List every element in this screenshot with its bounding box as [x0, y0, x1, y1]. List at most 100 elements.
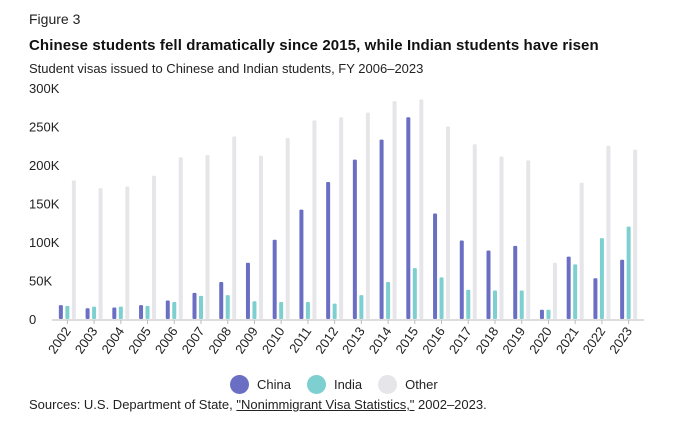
bar-other-2012	[339, 117, 344, 319]
bar-other-2023	[633, 149, 638, 319]
bar-india-2021	[573, 264, 578, 319]
y-tick-label: 0	[29, 312, 36, 327]
bar-other-2004	[125, 186, 130, 319]
bar-other-2015	[419, 99, 424, 319]
bar-other-2003	[98, 188, 103, 319]
x-tick-label: 2012	[312, 324, 341, 356]
bar-china-2012	[326, 181, 331, 319]
bar-india-2017	[466, 289, 471, 319]
bar-china-2009	[245, 262, 250, 319]
x-tick-label: 2017	[446, 324, 475, 356]
x-tick-label: 2021	[553, 324, 582, 356]
bar-other-2019	[526, 160, 531, 319]
source-suffix: 2002–2023.	[414, 397, 487, 412]
bar-india-2012	[332, 303, 337, 319]
legend-swatch-india	[306, 375, 326, 394]
bar-chart: 300K 250K 200K 150K 100K 50K 0 2002200320042005…	[29, 81, 644, 356]
bar-india-2011	[305, 302, 310, 319]
bar-india-2005	[145, 305, 150, 319]
bar-china-2019	[513, 245, 518, 319]
x-tick-label: 2023	[606, 324, 635, 356]
bar-china-2023	[620, 259, 625, 319]
bar-other-2005	[152, 175, 157, 319]
y-tick-label: 200K	[29, 158, 60, 173]
chart-title: Chinese students fell dramatically since…	[29, 37, 599, 54]
bar-other-2020	[552, 262, 557, 319]
x-tick-label: 2013	[339, 324, 368, 356]
x-tick-label: 2022	[579, 324, 608, 356]
y-tick-label: 50K	[29, 274, 52, 289]
bar-india-2018	[493, 290, 497, 319]
x-tick-label: 2005	[125, 324, 154, 356]
bar-india-2006	[172, 302, 177, 319]
bar-china-2021	[566, 256, 571, 319]
source-note: Sources: U.S. Department of State, "Noni…	[29, 397, 487, 412]
bar-china-2013	[352, 159, 357, 319]
bar-china-2022	[593, 278, 598, 319]
bar-india-2020	[546, 309, 551, 319]
legend-item-india: India	[306, 375, 363, 394]
bar-other-2010	[285, 138, 290, 319]
bar-china-2007	[192, 292, 197, 319]
bar-china-2011	[299, 209, 304, 319]
y-tick-label: 300K	[29, 81, 60, 96]
x-tick-label: 2019	[499, 324, 528, 356]
legend-label-india: India	[333, 377, 363, 392]
x-tick-label: 2003	[72, 324, 101, 356]
chart-subtitle: Student visas issued to Chinese and Indi…	[29, 61, 424, 76]
bar-china-2008	[219, 282, 224, 319]
bar-india-2022	[599, 238, 604, 319]
bar-other-2007	[205, 154, 210, 319]
bar-india-2008	[225, 295, 230, 319]
bar-china-2004	[112, 307, 117, 319]
bar-india-2013	[359, 295, 364, 319]
x-tick-label: 2004	[98, 324, 127, 356]
bar-other-2008	[232, 136, 237, 319]
bar-china-2015	[406, 117, 411, 319]
bar-india-2014	[386, 282, 391, 319]
legend-label-china: China	[257, 377, 291, 392]
x-tick-label: 2009	[232, 324, 261, 356]
bar-other-2017	[472, 144, 477, 319]
bar-india-2010	[279, 302, 284, 319]
figure-label: Figure 3	[29, 11, 81, 27]
bar-china-2017	[459, 240, 464, 319]
bar-india-2004	[118, 306, 123, 319]
y-tick-label: 150K	[29, 197, 60, 212]
x-tick-label: 2002	[45, 324, 74, 356]
x-tick-label: 2016	[419, 324, 448, 356]
bar-india-2023	[626, 226, 631, 319]
bar-other-2009	[258, 155, 263, 319]
bar-other-2014	[392, 101, 397, 319]
bar-india-2007	[199, 295, 203, 319]
x-tick-label: 2020	[526, 324, 555, 356]
x-tick-label: 2011	[286, 324, 314, 356]
bar-other-2016	[446, 126, 451, 319]
bar-india-2009	[252, 301, 257, 319]
legend-swatch-other	[378, 375, 398, 394]
bar-other-2022	[606, 145, 611, 319]
x-tick-label: 2018	[473, 324, 502, 356]
legend-item-other: Other	[378, 375, 438, 394]
y-tick-label: 250K	[29, 120, 60, 135]
chart-legend: China India Other	[230, 375, 438, 394]
bar-china-2018	[486, 250, 491, 319]
x-tick-label: 2007	[179, 324, 208, 356]
x-tick-label: 2010	[259, 324, 288, 356]
bar-other-2018	[499, 156, 504, 319]
bar-china-2010	[272, 239, 277, 319]
x-tick-label: 2006	[152, 324, 181, 356]
bar-other-2006	[178, 157, 183, 319]
y-tick-label: 100K	[29, 235, 60, 250]
bar-india-2002	[65, 305, 70, 319]
bar-china-2014	[379, 139, 384, 319]
bar-china-2002	[58, 305, 63, 319]
bar-india-2019	[519, 290, 524, 319]
bar-china-2020	[539, 309, 544, 319]
bar-other-2002	[71, 180, 76, 319]
bar-china-2016	[433, 213, 438, 319]
x-tick-label: 2015	[392, 324, 421, 356]
bar-other-2011	[312, 120, 317, 319]
x-tick-label: 2008	[205, 324, 234, 356]
source-link[interactable]: "Nonimmigrant Visa Statistics,"	[236, 397, 415, 412]
